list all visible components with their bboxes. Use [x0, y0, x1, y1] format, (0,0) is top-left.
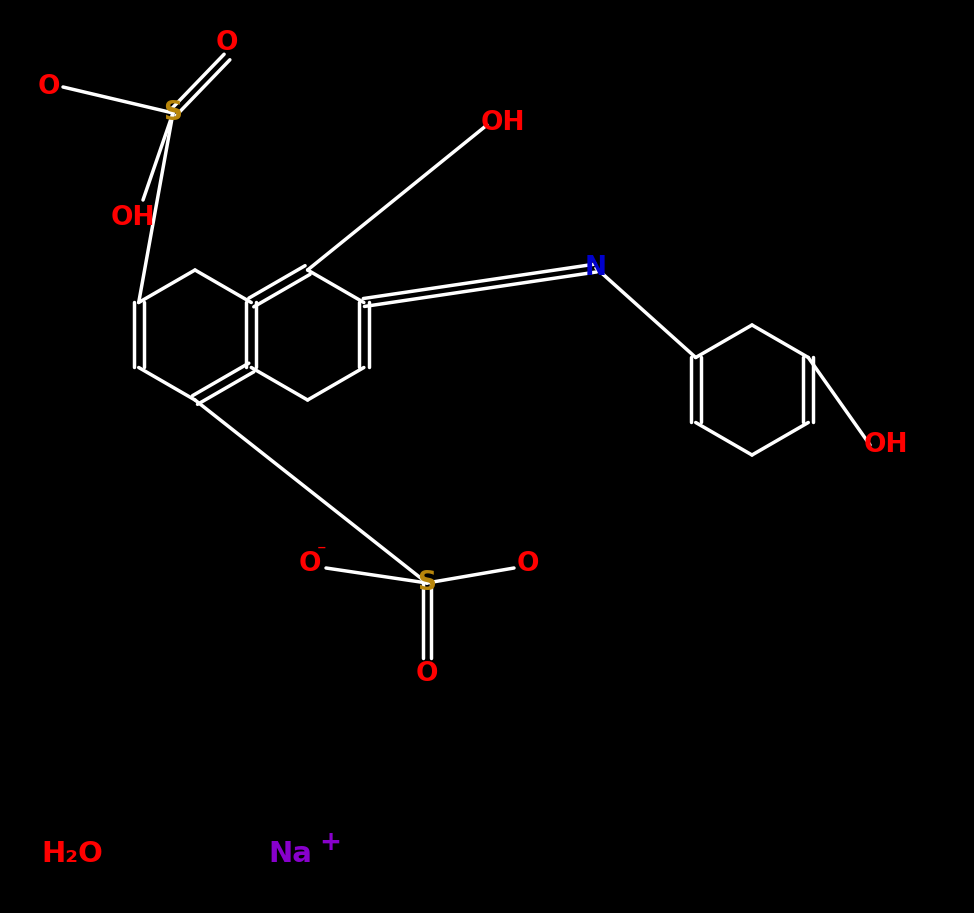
Text: O: O [416, 661, 438, 687]
Text: S: S [164, 100, 182, 126]
Text: O: O [517, 551, 540, 577]
Text: OH: OH [111, 205, 155, 231]
Text: O: O [216, 30, 239, 56]
Text: N: N [585, 255, 607, 281]
Text: OH: OH [481, 110, 525, 136]
Text: O: O [299, 551, 321, 577]
Text: O: O [38, 74, 60, 100]
Text: ⁻: ⁻ [318, 543, 327, 561]
Text: Na: Na [268, 840, 312, 868]
Text: +: + [319, 830, 341, 856]
Text: H₂O: H₂O [41, 840, 103, 868]
Text: OH: OH [864, 432, 908, 458]
Text: S: S [418, 570, 436, 596]
